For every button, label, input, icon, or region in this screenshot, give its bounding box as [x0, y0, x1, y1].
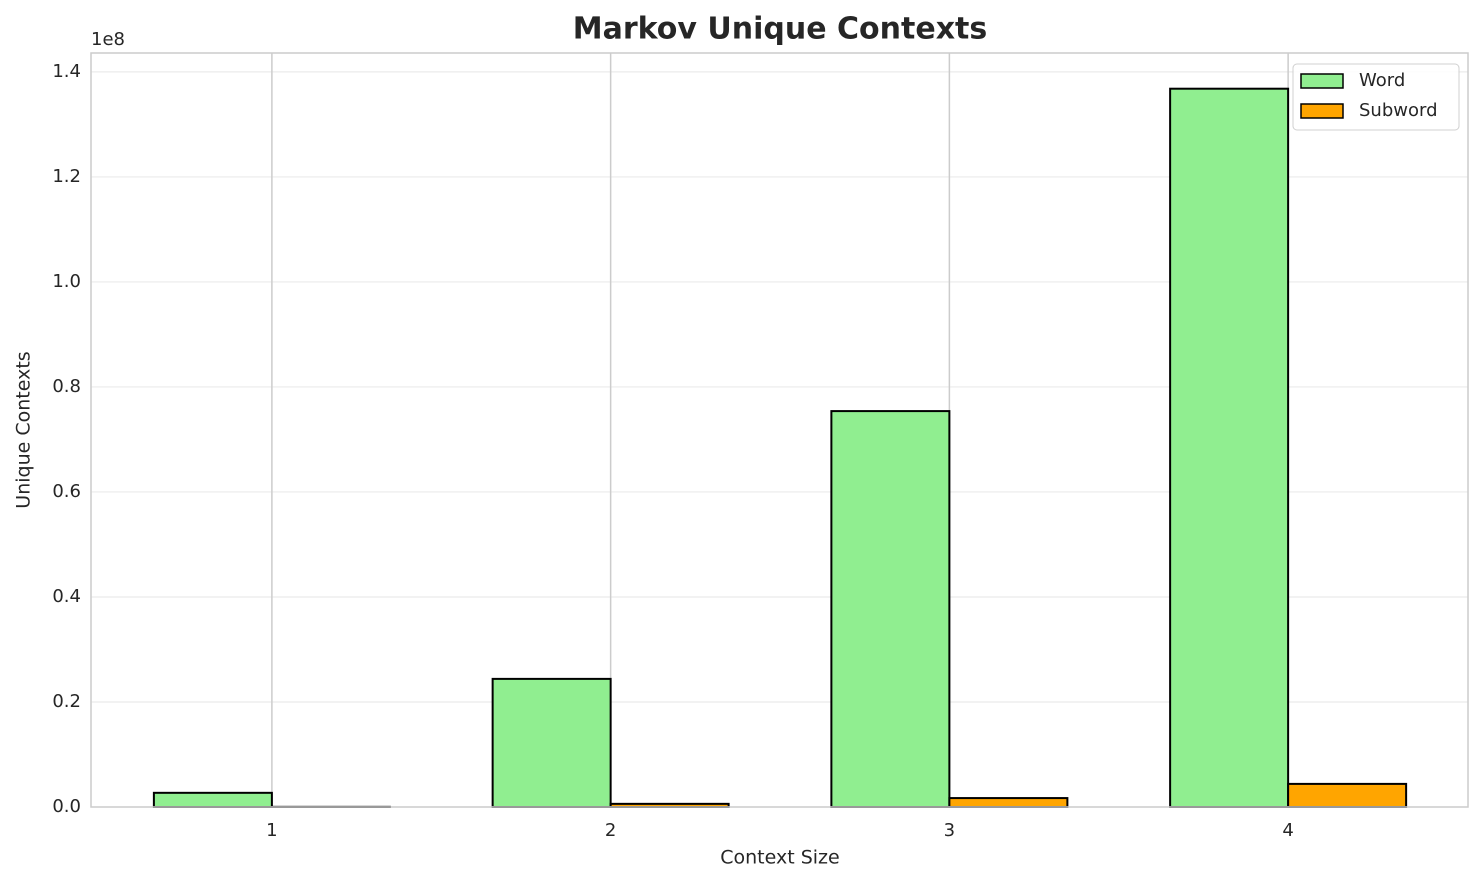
x-axis-label: Context Size: [720, 847, 839, 869]
bar: [491, 677, 612, 808]
x-tick-label: 1: [266, 820, 277, 841]
y-axis-label: Unique Contexts: [13, 351, 35, 508]
y-offset-label: 1e8: [91, 29, 125, 50]
y-tick-label: 0.0: [52, 796, 81, 817]
legend: Word Subword: [1292, 63, 1460, 131]
legend-label: Word: [1359, 70, 1405, 91]
plot-frame: [90, 52, 1469, 808]
legend-label: Subword: [1359, 100, 1438, 121]
bar: [830, 410, 951, 808]
y-tick-label: 0.6: [52, 481, 81, 502]
chart-title: Markov Unique Contexts: [573, 12, 988, 47]
x-tick-label: 3: [944, 820, 955, 841]
y-tick-label: 0.2: [52, 691, 81, 712]
bar: [152, 791, 273, 808]
y-tick-label: 0.8: [52, 376, 81, 397]
y-tick-label: 0.4: [52, 586, 81, 607]
legend-swatch: [1300, 103, 1344, 119]
legend-swatch: [1300, 73, 1344, 89]
y-tick-label: 1.0: [52, 271, 81, 292]
bar: [948, 797, 1069, 808]
y-tick-label: 1.2: [52, 166, 81, 187]
bar: [1287, 782, 1408, 808]
y-tick-label: 1.4: [52, 61, 81, 82]
bar: [1169, 87, 1290, 809]
x-tick-label: 4: [1282, 820, 1293, 841]
x-tick-label: 2: [605, 820, 616, 841]
